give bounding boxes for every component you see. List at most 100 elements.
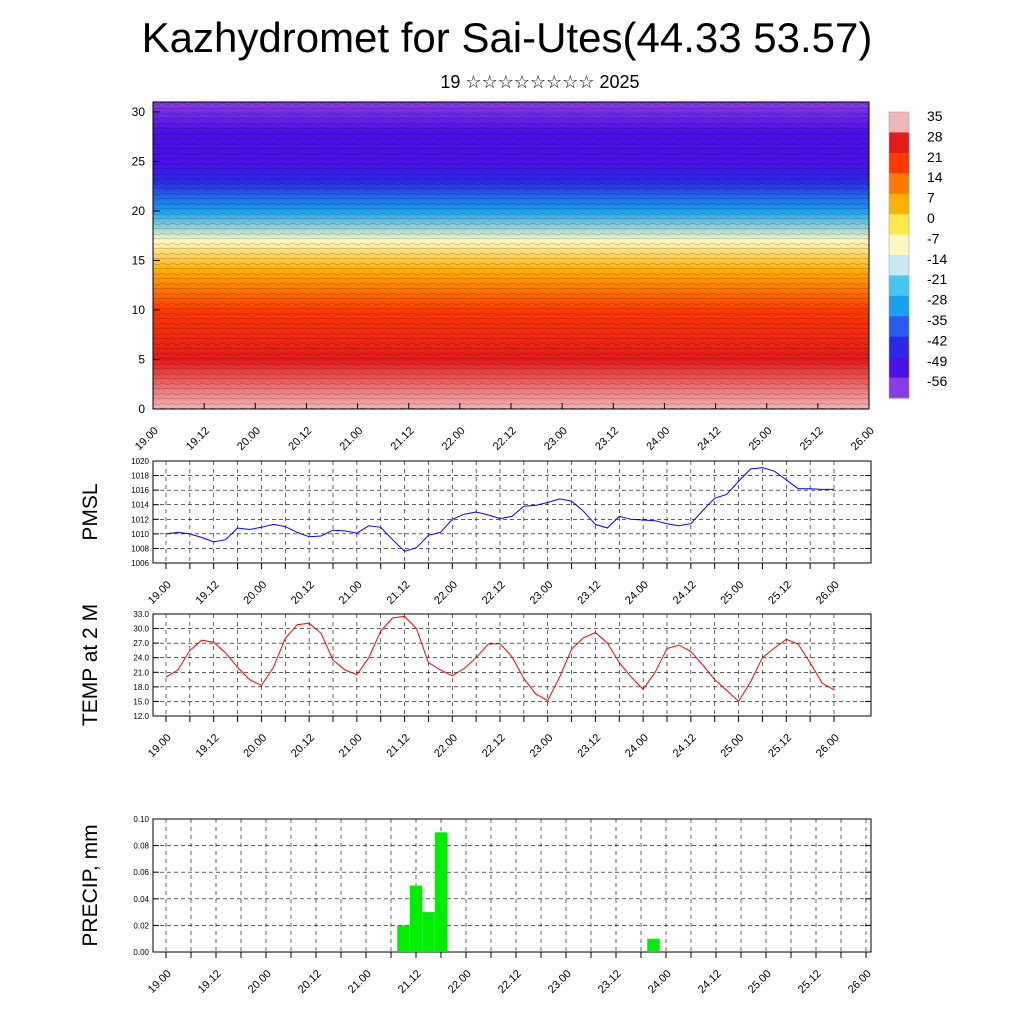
x-tick-label: 21.12 [384,579,412,607]
y-tick-label: 0.08 [133,842,149,851]
pmsl-panel: 1006 1008 1010 1012 1014 1016 1018 1020 19.00 19.… [79,457,872,607]
x-tick-label: 19.12 [184,425,212,453]
x-tick-label: 24.00 [644,425,672,453]
x-tick-label: 26.00 [814,732,842,760]
series-line [165,467,834,552]
colorbar-segment [889,377,909,399]
colorbar-segment [889,295,909,317]
x-tick-label: 20.00 [246,968,274,996]
series-line [165,615,835,703]
x-tick-label: 26.00 [849,425,877,453]
colorbar-label: -14 [927,251,947,267]
colorbar-label: 35 [927,108,943,124]
y-tick-label: 30.0 [133,625,149,634]
x-tick-label: 25.12 [766,579,794,607]
y-tick-label: 0.06 [133,868,149,877]
x-tick-label: 25.00 [718,732,746,760]
x-tick-label: 19.12 [196,968,224,996]
x-tick-label: 25.12 [766,732,794,760]
x-tick-label: 22.00 [446,968,474,996]
y-tick-label: 25 [132,154,146,168]
colorbar-label: -56 [927,373,947,389]
x-tick-label: 22.12 [480,732,508,760]
x-tick-label: 19.12 [194,579,222,607]
x-tick-label: 23.12 [593,425,621,453]
x-tick-label: 21.00 [337,425,365,453]
x-tick-label: 24.00 [646,968,674,996]
y-tick-label: 1020 [131,457,149,466]
x-tick-label: 20.00 [241,579,269,607]
colorbar: 35 28 21 14 7 0 -7 -14 -21 -28 -35 -42 -49 -56 [888,108,947,399]
y-tick-label: 0 [138,402,145,416]
y-tick-label: 0.04 [133,895,149,904]
x-tick-label: 25.12 [796,968,824,996]
x-tick-label: 26.00 [846,968,874,996]
x-tick-label: 20.12 [289,579,317,607]
x-tick-label: 25.12 [798,425,826,453]
colorbar-label: -35 [927,312,947,328]
y-tick-label: 5 [138,352,145,366]
x-tick-label: 21.00 [337,579,365,607]
colorbar-segment [889,234,909,256]
temp-panel: 12.0 15.0 18.0 21.0 24.0 27.0 30.0 33.0 19.00 19.… [79,604,872,760]
colorbar-segment [889,336,909,358]
x-tick-label: 20.12 [289,732,317,760]
colorbar-segment [889,173,909,195]
colorbar-label: 0 [927,210,935,226]
y-axis-title: PMSL [79,483,102,540]
y-tick-label: 21.0 [133,668,149,677]
colorbar-label: -49 [927,353,947,369]
colorbar-segment [889,152,909,174]
y-tick-label: 15.0 [133,697,149,706]
x-tick-label: 22.00 [440,425,468,453]
x-tick-label: 19.00 [146,579,174,607]
x-tick-label: 19.12 [194,732,222,760]
y-tick-label: 0.02 [133,921,149,930]
colorbar-segment [889,255,909,276]
precip-panel: 0.00 0.02 0.04 0.06 0.08 0.10 19.00 19.12 20.00 2… [79,815,874,996]
x-tick-label: 20.12 [286,425,314,453]
panel-frame [152,818,872,953]
wind-barbs-field [153,102,869,409]
y-tick-label: 1006 [131,559,149,568]
y-axis-title: PRECIP, mm [79,824,102,946]
y-tick-label: 1010 [131,530,149,539]
colorbar-segment [889,193,909,215]
colorbar-label: 28 [927,128,943,144]
colorbar-label: 21 [927,149,943,165]
x-tick-label: 23.12 [575,579,603,607]
x-tick-label: 24.00 [623,732,651,760]
x-tick-label: 22.12 [480,579,508,607]
precip-bar [647,938,660,952]
precip-bar [434,832,448,952]
y-axis-title: TEMP at 2 M [79,604,102,726]
precip-bar [409,885,423,952]
colorbar-label: 7 [927,190,935,206]
x-tick-label: 20.12 [296,968,324,996]
x-tick-label: 24.12 [671,732,699,760]
colorbar-segment [889,275,909,297]
x-tick-label: 21.00 [346,968,374,996]
panel-frame [152,460,872,564]
x-tick-label: 23.00 [542,425,570,453]
x-tick-label: 23.12 [596,968,624,996]
x-tick-label: 23.00 [528,732,556,760]
y-tick-label: 1014 [131,501,149,510]
cross-section-panel: 0 5 10 15 20 25 30 19.00 19.12 20.00 20.12 21.00 21.… [132,101,877,453]
colorbar-segment [889,132,909,154]
colorbar-label: -21 [927,271,947,287]
y-tick-label: 15 [132,253,146,267]
y-tick-label: 0.00 [133,948,149,957]
x-tick-label: 24.12 [695,425,723,453]
colorbar-label: -28 [927,292,947,308]
x-tick-label: 21.12 [384,732,412,760]
x-tick-label: 24.12 [696,968,724,996]
y-tick-label: 10 [132,303,146,317]
y-tick-label: 33.0 [133,610,149,619]
x-tick-label: 19.00 [133,425,161,453]
x-tick-label: 19.00 [146,968,174,996]
colorbar-segment [889,214,909,236]
y-tick-label: 1018 [131,472,149,481]
x-tick-label: 25.00 [718,579,746,607]
